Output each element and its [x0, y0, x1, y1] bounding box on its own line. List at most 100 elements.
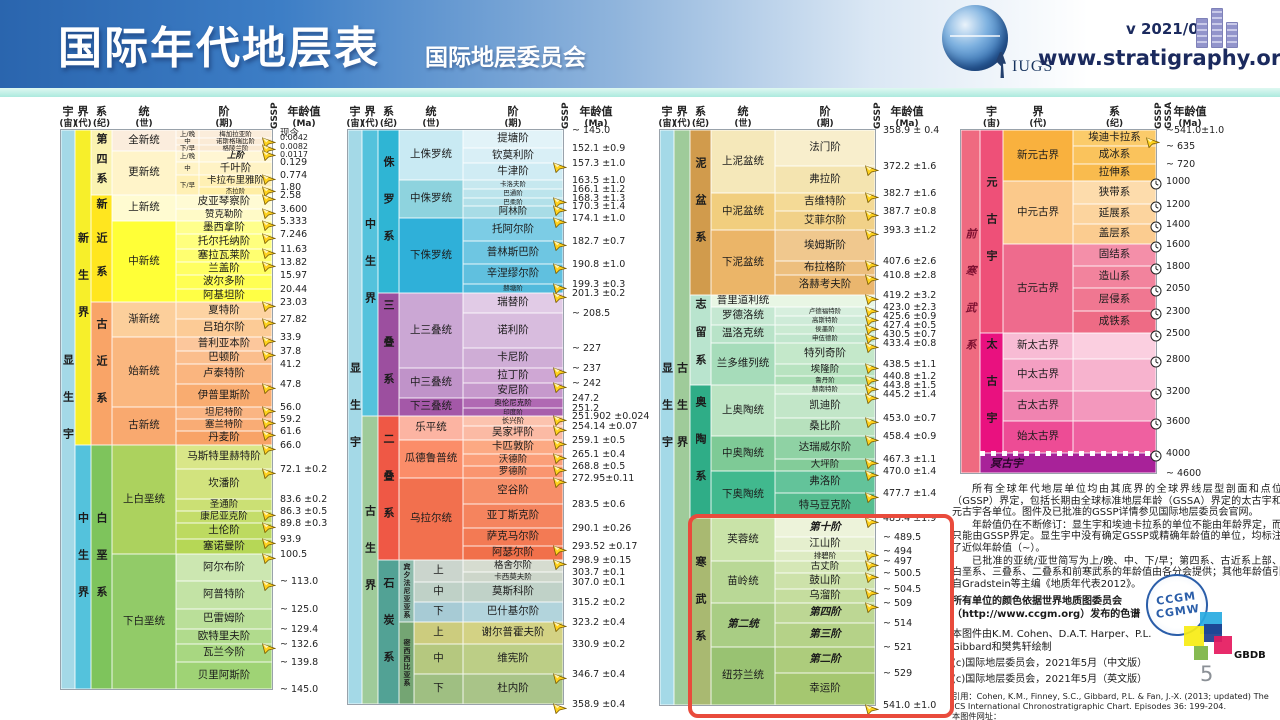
- age-value: 268.8 ±0.5: [572, 460, 626, 472]
- hadean-zigzag-boundary: [980, 451, 1156, 456]
- series-cell-中: 中: [414, 644, 463, 674]
- age-value: 358.9 ±0.4: [572, 698, 626, 710]
- gssp-golden-spike-icon: [552, 449, 568, 465]
- age-value: 419.2 ±3.2: [883, 289, 937, 301]
- age-value: 430.5 ±0.7: [883, 328, 937, 340]
- age-value: 0.0117: [280, 149, 308, 159]
- column-header-gssp: GSSP: [1154, 102, 1164, 129]
- age-value: 307.0 ±0.1: [572, 576, 626, 588]
- age-value: 86.3 ±0.5: [280, 505, 328, 517]
- age-value: 100.5: [280, 548, 308, 560]
- stage-cell-塞兰特阶: 塞兰特阶: [176, 419, 272, 431]
- series-cell-下奥陶统: 下奥陶统: [711, 471, 775, 518]
- age-value: 190.8 ±1.0: [572, 258, 626, 270]
- stage-cell-坦尼特阶: 坦尼特阶: [176, 407, 272, 419]
- stage-cell-贝里阿斯阶: 贝里阿斯阶: [176, 662, 272, 689]
- strip-segment-石炭系: 石炭系: [378, 560, 399, 704]
- column-header-gssp: GSSP: [270, 102, 280, 129]
- stage-cell-卢德福特阶: 卢德福特阶: [775, 307, 875, 316]
- series-cell-始新统: 始新统: [112, 337, 176, 407]
- credit-line: 本图件由K.M. Cohen、D.A.T. Harper、P.L. Gibbar…: [952, 629, 1152, 653]
- series-cell-始太古界: 始太古界: [1003, 421, 1073, 453]
- age-value: 438.5 ±1.1: [883, 358, 937, 370]
- strip-segment-泥盆系: 泥盆系: [690, 130, 711, 295]
- stage-cell-塞拉瓦莱阶: 塞拉瓦莱阶: [176, 249, 272, 262]
- subseries-cell-上/晚: 上/晚: [176, 151, 199, 162]
- age-value: 382.7 ±1.6: [883, 187, 937, 199]
- stage-cell-赫塘阶: 赫塘阶: [463, 284, 563, 293]
- stage-cell-弗洛阶: 弗洛阶: [775, 471, 875, 493]
- age-value: 201.3 ±0.2: [572, 287, 626, 299]
- note-colors: 所有单位的颜色依据世界地质图委员会（http://www.ccgm.org）发布…: [952, 596, 1141, 620]
- stage-cell-埃隆阶: 埃隆阶: [775, 364, 875, 376]
- age-value: ~ 145.0: [280, 683, 319, 695]
- stage-cell-上阶: 上阶: [199, 151, 272, 162]
- stage-cell-特列奇阶: 特列奇阶: [775, 343, 875, 364]
- age-value: ~ 514: [883, 617, 913, 629]
- series-cell-下: 下: [414, 602, 463, 622]
- gssp-golden-spike-icon: [261, 426, 277, 442]
- series-cell-上侏罗统: 上侏罗统: [399, 130, 463, 180]
- stage-cell-空谷阶: 空谷阶: [463, 478, 563, 504]
- stage-cell-卢泰特阶: 卢泰特阶: [176, 364, 272, 384]
- age-value: ~ 132.6: [280, 638, 319, 650]
- gssp-golden-spike-icon: [261, 639, 277, 655]
- age-value: 0.129: [280, 156, 308, 168]
- column-header-age: 年龄值 (Ma): [579, 105, 613, 130]
- column-header-系: 系 (纪): [1105, 105, 1124, 130]
- stage-cell-艾菲尔阶: 艾菲尔阶: [775, 211, 875, 230]
- gssp-golden-spike-icon: [261, 534, 277, 550]
- strip-segment-第四系: 第四系: [91, 130, 112, 195]
- gssp-golden-spike-icon: [552, 411, 568, 427]
- copyright-cn: (c)国际地层委员会，2021年5月（中文版）: [952, 658, 1148, 670]
- stage-cell-卡匹敦阶: 卡匹敦阶: [463, 440, 563, 454]
- stage-cell-成冰系: 成冰系: [1073, 146, 1156, 164]
- stage-cell-土伦阶: 土伦阶: [176, 523, 272, 539]
- stage-cell-拉伸系: 拉伸系: [1073, 164, 1156, 181]
- stage-cell-维宪阶: 维宪阶: [463, 644, 563, 674]
- age-value: 4000: [1166, 447, 1191, 459]
- age-value: 453.0 ±0.7: [883, 412, 937, 424]
- column-header-宇: 宇 (宙): [59, 105, 77, 130]
- age-value: 11.63: [280, 243, 308, 255]
- age-value: 2800: [1166, 353, 1191, 365]
- stage-cell-排碧阶: 排碧阶: [775, 551, 875, 561]
- stage-cell-高斯特阶: 高斯特阶: [775, 316, 875, 325]
- age-value: 13.82: [280, 256, 308, 268]
- note-gssp: 所有全球年代地层单位均由其底界的全球界线层型剖面和点位（GSSP）界定，包括长期…: [952, 484, 1280, 519]
- gssp-golden-spike-icon: [864, 598, 880, 614]
- strip-segment-三叠系: 三叠系: [378, 293, 399, 416]
- gssp-golden-spike-icon: [261, 549, 277, 565]
- series-cell-中新统: 中新统: [112, 221, 176, 302]
- age-value: 27.82: [280, 313, 308, 325]
- strip-segment-元古宇: 元古宇: [980, 130, 1003, 333]
- gssa-clock-icon: [1150, 175, 1164, 190]
- gssp-golden-spike-icon: [864, 256, 880, 272]
- gssp-golden-spike-icon: [864, 466, 880, 482]
- gssp-golden-spike-icon: [552, 555, 568, 571]
- strip-segment-中生界: 中生界: [362, 130, 378, 416]
- strip-segment-显生宇: 显生宇: [348, 130, 362, 704]
- age-value: 20.44: [280, 283, 308, 295]
- series-cell-乐平统: 乐平统: [399, 416, 463, 440]
- gssp-golden-spike-icon: [261, 464, 277, 480]
- stage-cell-塞诺曼阶: 塞诺曼阶: [176, 539, 272, 554]
- age-value: 407.6 ±2.6: [883, 255, 937, 267]
- age-value: 3600: [1166, 415, 1191, 427]
- series-cell-第二统: 第二统: [711, 603, 775, 647]
- stage-cell-康尼亚克阶: 康尼亚克阶: [176, 511, 272, 523]
- stage-cell-沃德阶: 沃德阶: [463, 454, 563, 466]
- strip-segment-古近系: 古近系: [91, 302, 112, 445]
- age-value: 427.4 ±0.5: [883, 319, 937, 331]
- gbdb-label: GBDB: [1234, 650, 1266, 661]
- gssp-golden-spike-icon: [261, 379, 277, 395]
- gssa-clock-icon: [1150, 260, 1164, 275]
- stage-cell-格陵兰阶: 格陵兰阶: [199, 145, 272, 151]
- gssp-golden-spike-icon: [261, 314, 277, 330]
- gssp-golden-spike-icon: [261, 204, 277, 220]
- stage-cell-钦莫利阶: 钦莫利阶: [463, 148, 563, 163]
- series-cell-上新统: 上新统: [112, 195, 176, 221]
- gssp-golden-spike-icon: [261, 414, 277, 430]
- column-header-gssp: GSSP: [873, 102, 883, 129]
